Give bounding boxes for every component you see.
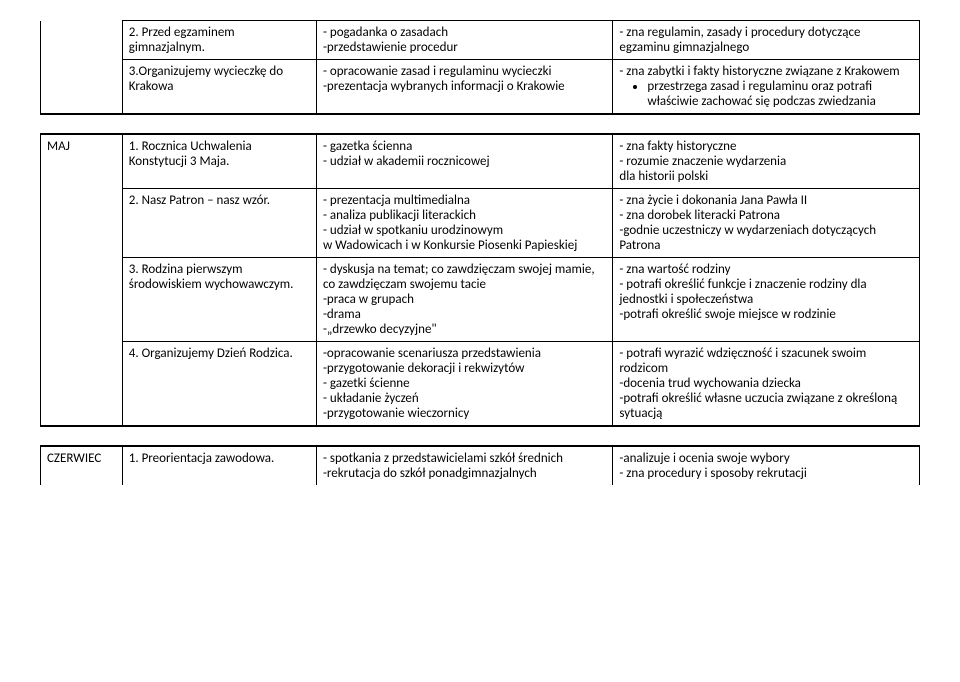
topic-cell: 4. Organizujemy Dzień Rodzica. [122, 342, 316, 427]
outcome-text: - zna regulamin, zasady i procedury doty… [619, 25, 860, 55]
month-cell [41, 21, 123, 60]
topic-text: 2. Nasz Patron – nasz wzór. [129, 193, 270, 208]
method-cell: - gazetka ścienna - udział w akademii ro… [316, 134, 612, 189]
method-cell: - opracowanie zasad i regulaminu wyciecz… [316, 60, 612, 115]
outcome-bullet: przestrzega zasad i regulaminu oraz potr… [647, 79, 876, 109]
table-row: 2. Przed egzaminem gimnazjalnym. - pogad… [41, 21, 920, 60]
outcome-text: - zna wartość rodziny - potrafi określić… [619, 262, 866, 322]
outcome-cell: - zna regulamin, zasady i procedury doty… [613, 21, 920, 60]
method-text: - opracowanie zasad i regulaminu wyciecz… [323, 64, 565, 94]
method-text: - pogadanka o zasadach -przedstawienie p… [323, 25, 458, 55]
topic-cell: 3.Organizujemy wycieczkę do Krakowa [122, 60, 316, 115]
table-row: 2. Nasz Patron – nasz wzór. - prezentacj… [41, 189, 920, 258]
table-row: 3.Organizujemy wycieczkę do Krakowa - op… [41, 60, 920, 115]
topic-cell: 2. Nasz Patron – nasz wzór. [122, 189, 316, 258]
method-cell: - pogadanka o zasadach -przedstawienie p… [316, 21, 612, 60]
topic-cell: 1. Rocznica Uchwalenia Konstytucji 3 Maj… [122, 134, 316, 189]
method-text: - spotkania z przedstawicielami szkół śr… [323, 451, 563, 481]
topic-text: 4. Organizujemy Dzień Rodzica. [129, 346, 293, 361]
topic-text: 1. Rocznica Uchwalenia Konstytucji 3 Maj… [129, 139, 252, 169]
topic-cell: 2. Przed egzaminem gimnazjalnym. [122, 21, 316, 60]
topic-text: 3. Rodzina pierwszym środowiskiem wychow… [129, 262, 294, 292]
month-label: MAJ [47, 139, 70, 154]
method-text: -opracowanie scenariusza przedstawienia … [323, 346, 541, 421]
month-label: CZERWIEC [47, 451, 101, 466]
topic-text: 1. Preorientacja zawodowa. [129, 451, 274, 466]
month-cell [41, 60, 123, 115]
table-row: 3. Rodzina pierwszym środowiskiem wychow… [41, 258, 920, 342]
month-cell: MAJ [41, 134, 123, 426]
topic-text: 2. Przed egzaminem gimnazjalnym. [129, 25, 235, 55]
plan-table: 2. Przed egzaminem gimnazjalnym. - pogad… [40, 20, 920, 485]
outcome-pre: - zna zabytki i fakty historyczne związa… [619, 64, 899, 79]
outcome-list: przestrzega zasad i regulaminu oraz potr… [619, 79, 913, 109]
outcome-cell: - zna fakty historyczne - rozumie znacze… [613, 134, 920, 189]
outcome-cell: -analizuje i ocenia swoje wybory - zna p… [613, 446, 920, 485]
outcome-cell: - zna wartość rodziny - potrafi określić… [613, 258, 920, 342]
outcome-text: - zna fakty historyczne - rozumie znacze… [619, 139, 786, 184]
method-cell: - spotkania z przedstawicielami szkół śr… [316, 446, 612, 485]
topic-cell: 3. Rodzina pierwszym środowiskiem wychow… [122, 258, 316, 342]
outcome-cell: - zna życie i dokonania Jana Pawła II - … [613, 189, 920, 258]
table-row: MAJ 1. Rocznica Uchwalenia Konstytucji 3… [41, 134, 920, 189]
method-text: - dyskusja na temat; co zawdzięczam swoj… [323, 262, 595, 337]
method-text: - gazetka ścienna - udział w akademii ro… [323, 139, 490, 169]
topic-text: 3.Organizujemy wycieczkę do Krakowa [129, 64, 283, 94]
method-cell: - prezentacja multimedialna - analiza pu… [316, 189, 612, 258]
topic-cell: 1. Preorientacja zawodowa. [122, 446, 316, 485]
outcome-text: - potrafi wyrazić wdzięczność i szacunek… [619, 346, 897, 421]
method-cell: - dyskusja na temat; co zawdzięczam swoj… [316, 258, 612, 342]
month-cell: CZERWIEC [41, 446, 123, 485]
outcome-text: - zna życie i dokonania Jana Pawła II - … [619, 193, 876, 253]
method-cell: -opracowanie scenariusza przedstawienia … [316, 342, 612, 427]
table-row: 4. Organizujemy Dzień Rodzica. -opracowa… [41, 342, 920, 427]
outcome-text: -analizuje i ocenia swoje wybory - zna p… [619, 451, 806, 481]
table-row: CZERWIEC 1. Preorientacja zawodowa. - sp… [41, 446, 920, 485]
outcome-cell: - potrafi wyrazić wdzięczność i szacunek… [613, 342, 920, 427]
method-text: - prezentacja multimedialna - analiza pu… [323, 193, 577, 253]
outcome-cell: - zna zabytki i fakty historyczne związa… [613, 60, 920, 115]
